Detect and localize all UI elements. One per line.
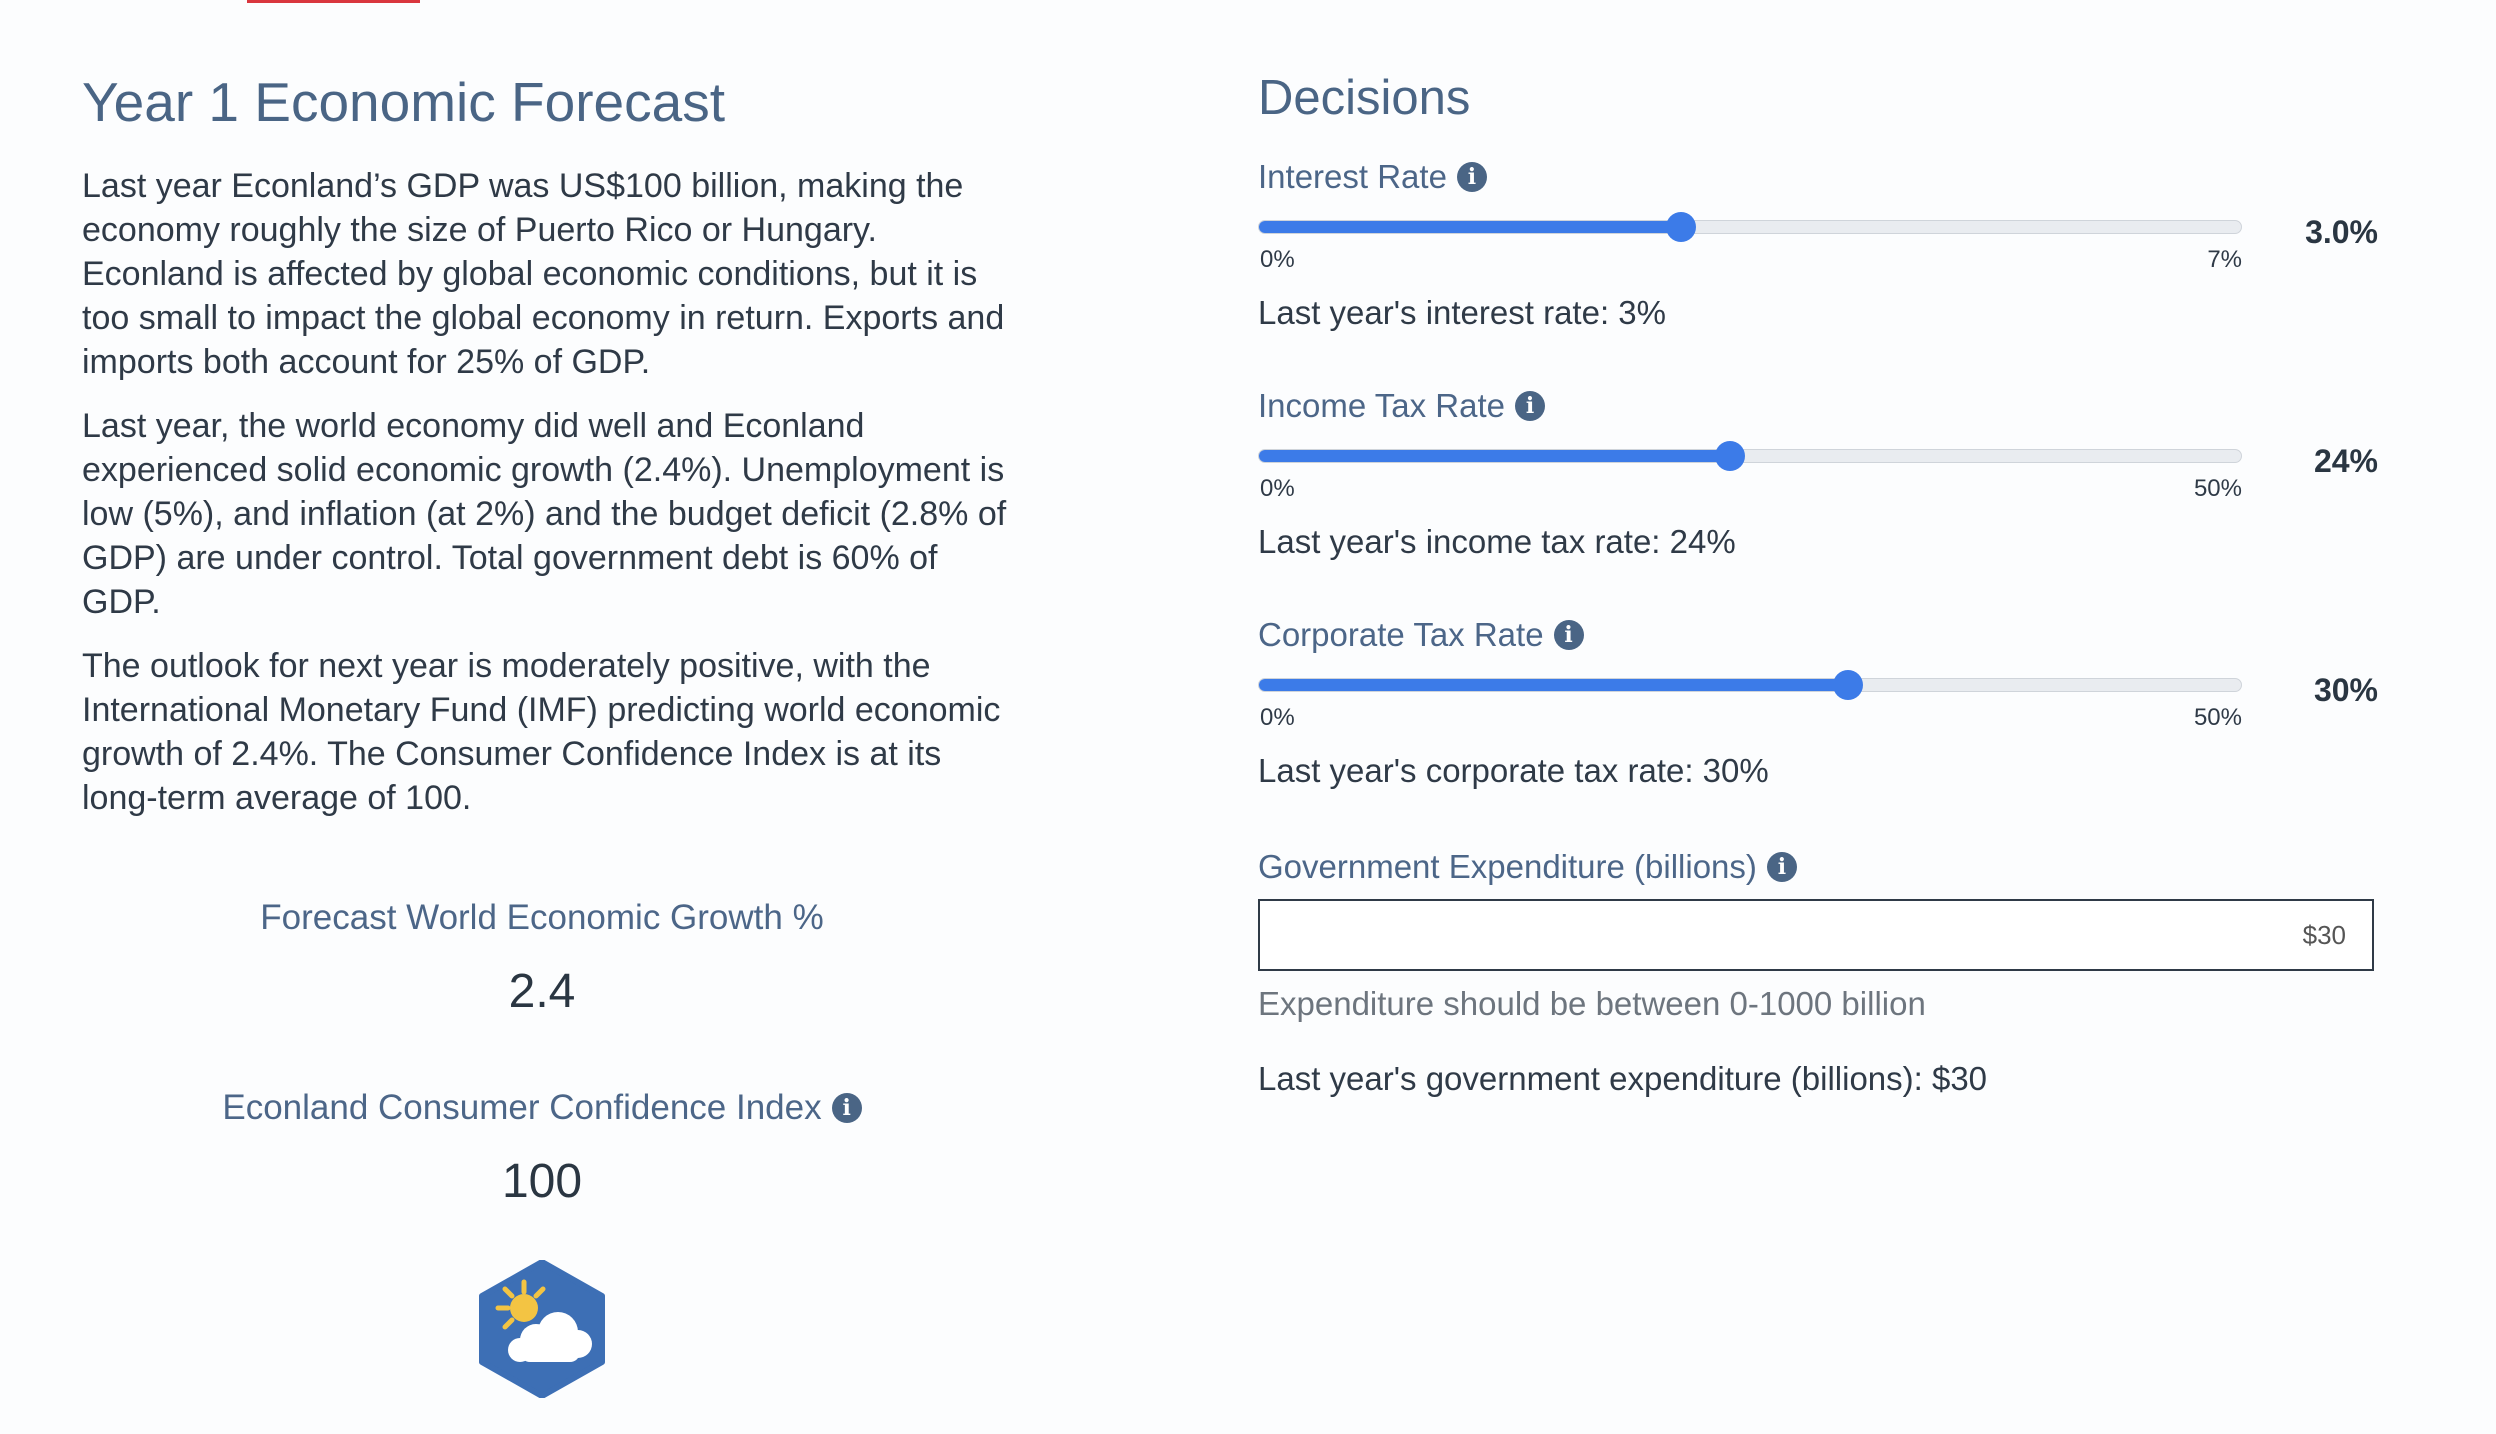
info-icon[interactable]: i xyxy=(1456,162,1487,192)
interest-rate-last-year: Last year's interest rate: 3% xyxy=(1258,294,1666,331)
corporate-tax-rate-value: 30% xyxy=(2313,672,2378,708)
interest-rate-control: Interest Rate i 0% 7% 3.0% Last year's i… xyxy=(1258,158,2378,378)
expenditure-help-text: Expenditure should be between 0-1000 bil… xyxy=(1258,985,1926,1022)
expenditure-input[interactable] xyxy=(1258,899,2374,971)
income-tax-rate-label: Income Tax Rate xyxy=(1258,387,1506,424)
slider-fill xyxy=(1259,221,1682,233)
expenditure-label-row: Government Expenditure (billions) i xyxy=(1258,848,1797,886)
expenditure-last-year: Last year's government expenditure (bill… xyxy=(1258,1060,1988,1097)
slider-min-label: 0% xyxy=(1260,704,1295,731)
corporate-tax-rate-slider[interactable] xyxy=(1258,670,2242,700)
slider-thumb[interactable] xyxy=(1715,441,1746,471)
interest-rate-label: Interest Rate xyxy=(1258,158,1447,195)
info-icon[interactable]: i xyxy=(1553,620,1584,650)
partly-cloudy-sun-icon xyxy=(479,1260,605,1398)
slider-max-label: 50% xyxy=(2193,475,2242,502)
income-tax-rate-value: 24% xyxy=(2313,443,2378,479)
interest-rate-value: 3.0% xyxy=(2305,214,2378,250)
slider-min-label: 0% xyxy=(1260,246,1295,273)
info-icon[interactable]: i xyxy=(831,1093,862,1123)
forecast-paragraph: The outlook for next year is moderately … xyxy=(82,647,1001,817)
forecast-paragraph: Last year Econland’s GDP was US$100 bill… xyxy=(82,167,1005,381)
slider-fill xyxy=(1259,679,1849,691)
expenditure-label: Government Expenditure (billions) xyxy=(1258,848,1757,885)
income-tax-rate-last-year: Last year's income tax rate: 24% xyxy=(1258,523,1736,560)
world-growth-value: 2.4 xyxy=(508,965,576,1018)
slider-max-label: 7% xyxy=(2207,246,2242,273)
slider-thumb[interactable] xyxy=(1833,670,1864,700)
corporate-tax-rate-last-year: Last year's corporate tax rate: 30% xyxy=(1258,752,1769,789)
info-icon[interactable]: i xyxy=(1766,852,1797,882)
confidence-index-value: 100 xyxy=(501,1155,583,1208)
slider-min-label: 0% xyxy=(1260,475,1295,502)
world-growth-label: Forecast World Economic Growth % xyxy=(260,898,824,937)
info-icon[interactable]: i xyxy=(1515,391,1546,421)
active-tab-indicator xyxy=(247,0,420,3)
confidence-index-stat: Econland Consumer Confidence Index i 100 xyxy=(82,1088,1002,1209)
interest-rate-slider[interactable] xyxy=(1258,212,2242,242)
decisions-title: Decisions xyxy=(1258,71,1471,125)
forecast-paragraph: Last year, the world economy did well an… xyxy=(82,407,1007,621)
income-tax-rate-slider[interactable] xyxy=(1258,441,2242,471)
corporate-tax-rate-control: Corporate Tax Rate i 0% 50% 30% Last yea… xyxy=(1258,616,2378,836)
slider-thumb[interactable] xyxy=(1666,212,1697,242)
slider-fill xyxy=(1259,450,1731,462)
slider-max-label: 50% xyxy=(2193,704,2242,731)
corporate-tax-rate-label: Corporate Tax Rate xyxy=(1258,616,1544,653)
confidence-index-label: Econland Consumer Confidence Index xyxy=(222,1088,822,1127)
world-growth-stat: Forecast World Economic Growth % 2.4 xyxy=(82,898,1002,1019)
income-tax-rate-control: Income Tax Rate i 0% 50% 24% Last year's… xyxy=(1258,387,2378,607)
forecast-title: Year 1 Economic Forecast xyxy=(82,71,726,133)
